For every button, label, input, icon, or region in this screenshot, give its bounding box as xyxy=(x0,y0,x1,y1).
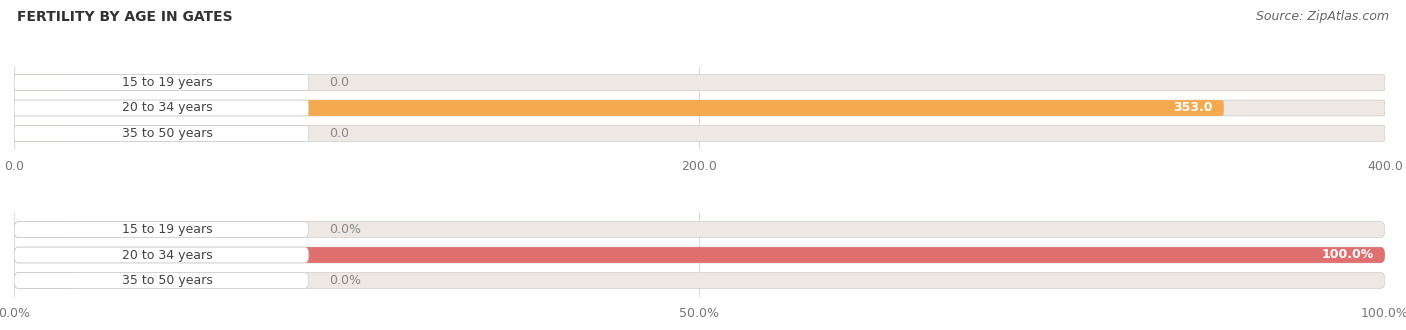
FancyBboxPatch shape xyxy=(14,100,1223,116)
FancyBboxPatch shape xyxy=(14,100,1385,116)
Text: 15 to 19 years: 15 to 19 years xyxy=(122,223,212,236)
FancyBboxPatch shape xyxy=(14,75,1385,90)
Text: 0.0: 0.0 xyxy=(329,127,349,140)
Text: 100.0%: 100.0% xyxy=(1322,248,1374,261)
FancyBboxPatch shape xyxy=(14,273,1385,288)
FancyBboxPatch shape xyxy=(14,125,309,141)
Text: 20 to 34 years: 20 to 34 years xyxy=(122,102,212,115)
FancyBboxPatch shape xyxy=(14,125,76,141)
Text: Source: ZipAtlas.com: Source: ZipAtlas.com xyxy=(1256,10,1389,23)
FancyBboxPatch shape xyxy=(14,222,309,238)
Text: 35 to 50 years: 35 to 50 years xyxy=(122,274,212,287)
FancyBboxPatch shape xyxy=(14,75,76,90)
Text: 0.0: 0.0 xyxy=(329,76,349,89)
FancyBboxPatch shape xyxy=(14,75,309,90)
FancyBboxPatch shape xyxy=(14,273,76,288)
Text: 353.0: 353.0 xyxy=(1174,102,1213,115)
Text: 0.0%: 0.0% xyxy=(329,274,361,287)
FancyBboxPatch shape xyxy=(14,247,1385,263)
Text: 35 to 50 years: 35 to 50 years xyxy=(122,127,212,140)
FancyBboxPatch shape xyxy=(14,222,76,238)
FancyBboxPatch shape xyxy=(14,125,1385,141)
FancyBboxPatch shape xyxy=(14,273,309,288)
Text: 0.0%: 0.0% xyxy=(329,223,361,236)
FancyBboxPatch shape xyxy=(14,100,309,116)
FancyBboxPatch shape xyxy=(14,222,1385,238)
Text: FERTILITY BY AGE IN GATES: FERTILITY BY AGE IN GATES xyxy=(17,10,232,24)
FancyBboxPatch shape xyxy=(14,247,309,263)
Text: 20 to 34 years: 20 to 34 years xyxy=(122,248,212,261)
Text: 15 to 19 years: 15 to 19 years xyxy=(122,76,212,89)
FancyBboxPatch shape xyxy=(14,247,1385,263)
